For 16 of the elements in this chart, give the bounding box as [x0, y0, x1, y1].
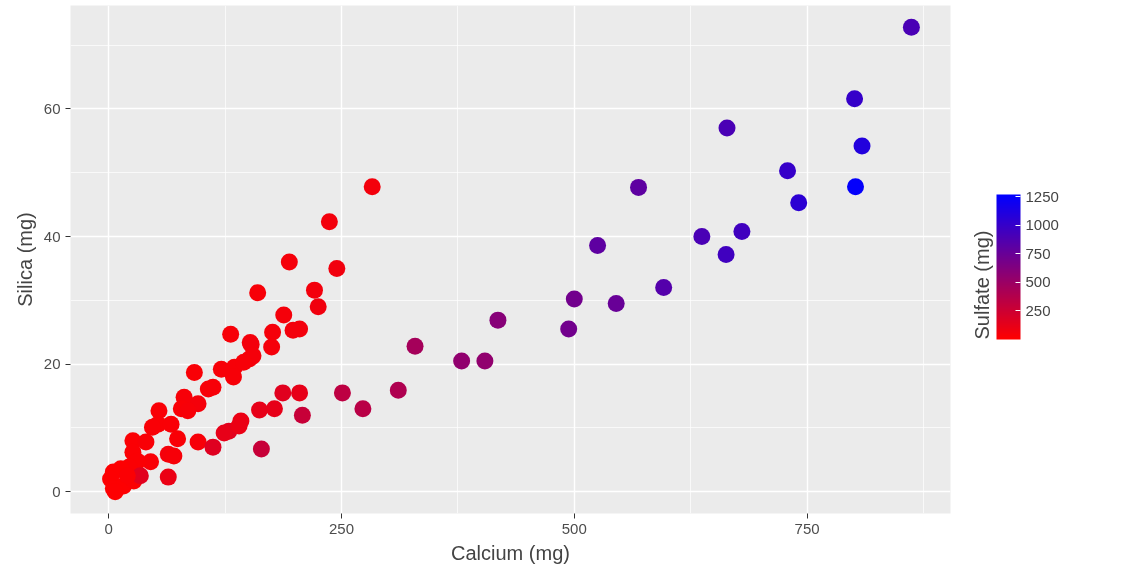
x-axis-title: Calcium (mg)	[451, 541, 570, 564]
y-tick-label: 20	[43, 355, 61, 373]
x-tick-label: 500	[561, 519, 587, 537]
color-bar-label: 1000	[1025, 216, 1059, 234]
color-bar-title: Sulfate (mg)	[970, 230, 993, 340]
x-tick-label: 750	[794, 519, 820, 537]
y-tick-label: 0	[52, 482, 61, 500]
color-bar-label: 1250	[1025, 187, 1059, 205]
x-tick-label: 0	[104, 519, 113, 537]
color-bar-label: 750	[1025, 244, 1051, 262]
x-tick-label: 250	[328, 519, 354, 537]
color-bar-label: 500	[1025, 273, 1051, 291]
color-bar-label: 250	[1025, 301, 1051, 319]
y-tick-label: 60	[43, 99, 61, 117]
y-axis-title: Silica (mg)	[13, 212, 36, 307]
y-tick-label: 40	[43, 227, 61, 245]
